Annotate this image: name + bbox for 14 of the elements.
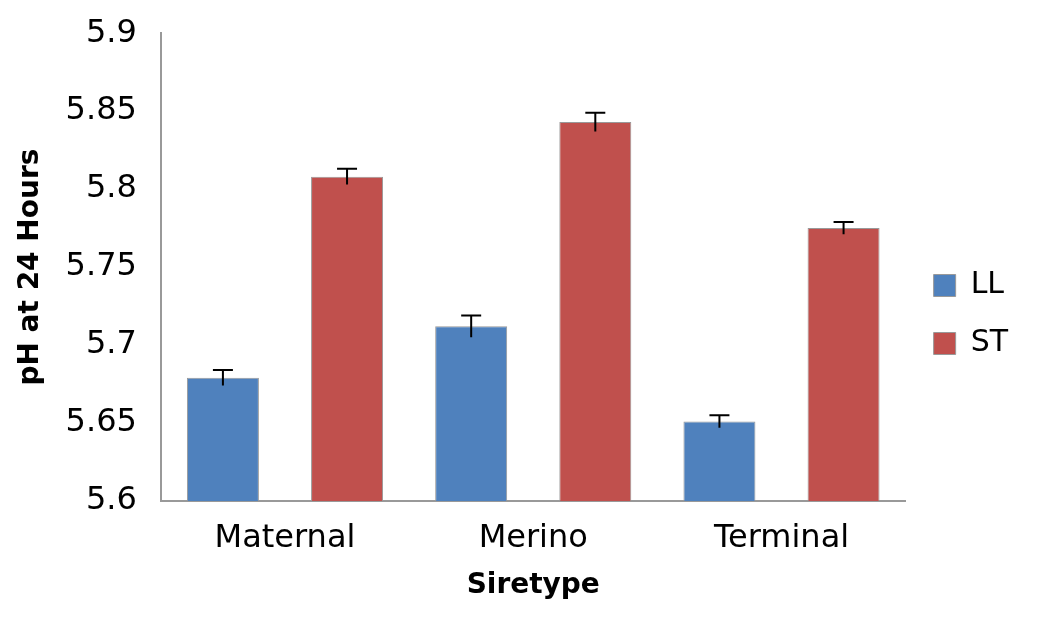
y-tick-label: 5.75: [65, 245, 137, 284]
y-tick-label: 5.85: [65, 89, 137, 128]
legend-label: LL: [970, 265, 1005, 301]
x-tick-label: Maternal: [214, 516, 356, 555]
y-tick-label: 5.8: [85, 167, 137, 206]
legend-label: ST: [970, 323, 1009, 359]
y-tick-label: 5.6: [85, 479, 137, 518]
y-tick-label: 5.7: [85, 323, 137, 362]
x-tick-label: Merino: [478, 516, 588, 555]
x-tick-label: Terminal: [712, 516, 850, 555]
y-axis-title: pH at 24 Hours: [12, 148, 46, 386]
y-tick-label: 5.65: [65, 401, 137, 440]
y-tick-label: 5.9: [85, 11, 137, 50]
x-axis-title: Siretype: [466, 567, 600, 601]
